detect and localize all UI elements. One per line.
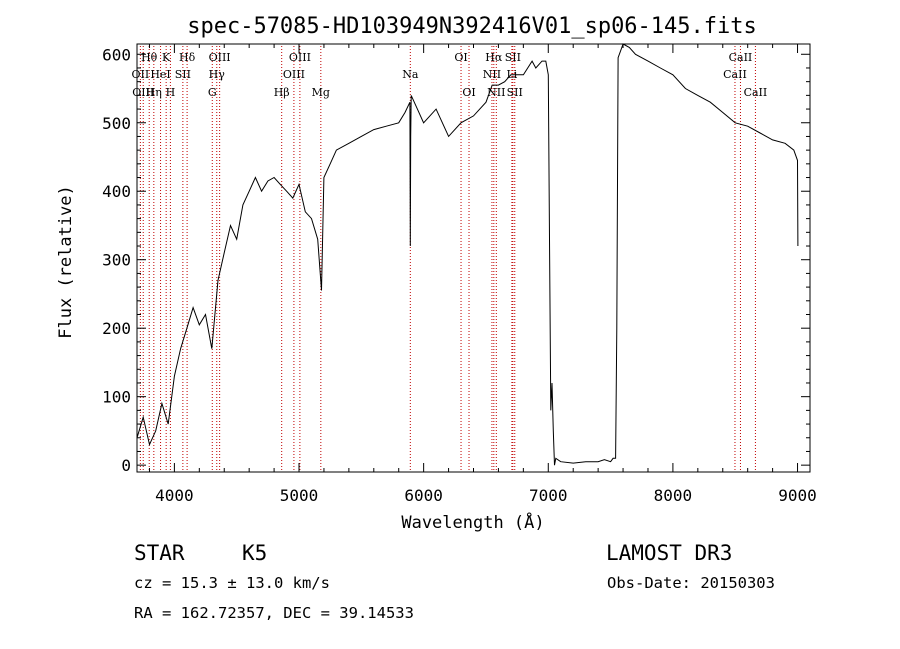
emission-line-label: HeI — [150, 68, 170, 81]
x-axis-ticks: 4000 5000 6000 7000 8000 9000 — [148, 44, 817, 505]
y-tick-label: 600 — [102, 45, 131, 64]
survey-name: LAMOST DR3 — [606, 541, 733, 565]
emission-line-label: OI — [454, 51, 467, 64]
emission-line-label: G — [208, 86, 217, 99]
coordinates-readout: RA = 162.72357, DEC = 39.14533 — [134, 604, 414, 622]
emission-line-label: OII — [132, 68, 150, 81]
emission-line-markers — [139, 46, 756, 472]
observation-date: Obs-Date: 20150303 — [607, 574, 775, 592]
emission-line-label: SII — [175, 68, 191, 81]
plot-frame — [136, 43, 811, 473]
emission-line-label: Hη — [146, 86, 162, 99]
emission-line-label: CaII — [723, 68, 747, 81]
emission-line-label: CaII — [744, 86, 768, 99]
emission-line-label: Hβ — [274, 86, 290, 99]
x-tick-label: 8000 — [654, 486, 693, 505]
emission-line-label: Hα — [485, 51, 503, 64]
y-tick-label: 100 — [102, 388, 131, 407]
emission-line-label: NII — [483, 68, 501, 81]
y-tick-label: 200 — [102, 319, 131, 338]
object-class: STAR — [134, 541, 185, 565]
emission-line-label: K — [162, 51, 171, 64]
y-tick-label: 500 — [102, 114, 131, 133]
x-tick-label: 5000 — [280, 486, 319, 505]
emission-line-label: SII — [505, 51, 521, 64]
emission-line-label: OIII — [289, 51, 311, 64]
emission-line-label: Mg — [312, 86, 330, 99]
redshift-readout: cz = 15.3 ± 13.0 km/s — [134, 574, 330, 592]
emission-line-label: Hδ — [179, 51, 196, 64]
emission-line-label: OIII — [209, 51, 231, 64]
y-axis-ticks: 0 100 200 300 400 500 600 — [102, 45, 810, 475]
flux-series-line — [136, 43, 799, 466]
x-tick-label: 7000 — [529, 486, 568, 505]
emission-line-label: CaII — [729, 51, 753, 64]
emission-line-label: OIII — [283, 68, 305, 81]
chart-title: spec-57085-HD103949N392416V01_sp06-145.f… — [187, 14, 757, 39]
x-axis-label: Wavelength (Å) — [401, 511, 544, 533]
object-subclass: K5 — [242, 541, 268, 565]
x-tick-label: 9000 — [778, 486, 817, 505]
emission-line-label: OI — [462, 86, 475, 99]
y-tick-label: 0 — [121, 456, 131, 475]
emission-line-label: Na — [402, 68, 419, 81]
y-axis-label: Flux (relative) — [56, 185, 76, 339]
y-tick-label: 400 — [102, 182, 131, 201]
y-tick-label: 300 — [102, 251, 131, 270]
emission-line-label: NII — [487, 86, 505, 99]
emission-line-label: Hθ — [141, 51, 158, 64]
x-tick-label: 4000 — [155, 486, 194, 505]
emission-line-label: Hγ — [209, 68, 226, 81]
emission-line-label: H — [166, 86, 176, 99]
x-tick-label: 6000 — [404, 486, 443, 505]
emission-line-label: SII — [507, 86, 523, 99]
